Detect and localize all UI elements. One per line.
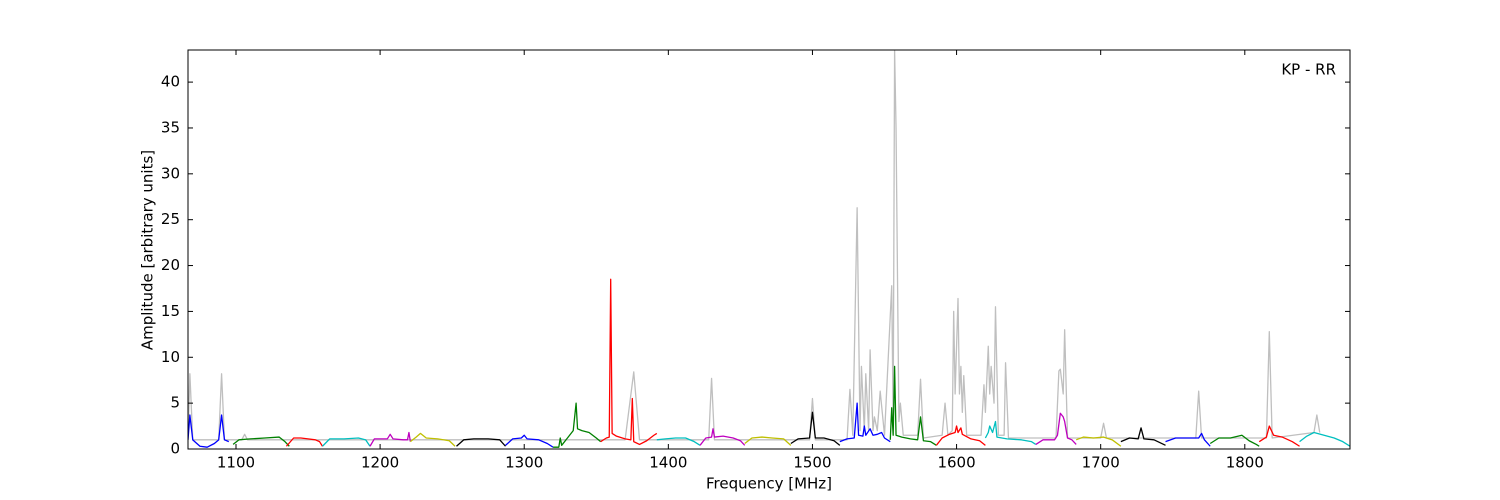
spectrum-line: [889, 365, 937, 446]
y-axis-label: Amplitude [arbitrary units]: [139, 150, 157, 350]
spectrum-line: [744, 436, 792, 446]
spectrum-line: [790, 411, 841, 446]
y-tick-label: 20: [161, 256, 180, 274]
spectrum-line: [984, 420, 1037, 445]
y-tick-label: 25: [161, 210, 180, 228]
spectrum-line: [1299, 431, 1350, 447]
y-tick-label: 10: [161, 348, 180, 366]
spectrum-line: [1165, 432, 1211, 447]
x-tick-label: 1500: [793, 454, 831, 472]
x-tick-label: 1600: [937, 454, 975, 472]
spectrum-line: [1209, 434, 1260, 447]
y-tick-label: 5: [170, 394, 180, 412]
x-tick-label: 1200: [361, 454, 399, 472]
y-tick-label: 40: [161, 73, 180, 91]
spectrum-line: [553, 402, 602, 448]
spectrum-line: [369, 431, 412, 447]
spectrum-line: [1120, 427, 1166, 446]
plot-frame: [187, 49, 1351, 450]
annotation: KP - RR: [1281, 61, 1336, 79]
spectrum-line: [232, 436, 290, 447]
spectrum-line: [188, 50, 1321, 441]
spectrum-line: [1035, 412, 1077, 445]
spectrum-line: [505, 434, 554, 448]
spectrum-line: [699, 428, 746, 446]
x-tick-label: 1100: [217, 454, 255, 472]
spectrum-line: [1075, 436, 1122, 447]
x-tick-label: 1400: [649, 454, 687, 472]
spectrum-line: [321, 437, 371, 447]
spectrum-line: [839, 402, 891, 443]
y-tick-label: 15: [161, 302, 180, 320]
spectrum-line: [456, 438, 506, 447]
plot-area: [188, 50, 1350, 448]
spectrum-line: [1258, 425, 1300, 447]
x-tick-label: 1700: [1082, 454, 1120, 472]
y-tick-label: 35: [161, 118, 180, 136]
x-tick-label: 1800: [1226, 454, 1264, 472]
x-tick-label: 1300: [505, 454, 543, 472]
spectrum-line: [600, 278, 658, 446]
y-tick-label: 0: [170, 440, 180, 458]
spectrum-line: [935, 425, 986, 446]
y-tick-label: 30: [161, 164, 180, 182]
spectrum-line: [656, 437, 701, 446]
spectrum-line: [188, 414, 230, 448]
spectrum-line: [409, 432, 456, 447]
spectrum-line: [285, 437, 324, 447]
x-axis-label: Frequency [MHz]: [706, 475, 832, 493]
